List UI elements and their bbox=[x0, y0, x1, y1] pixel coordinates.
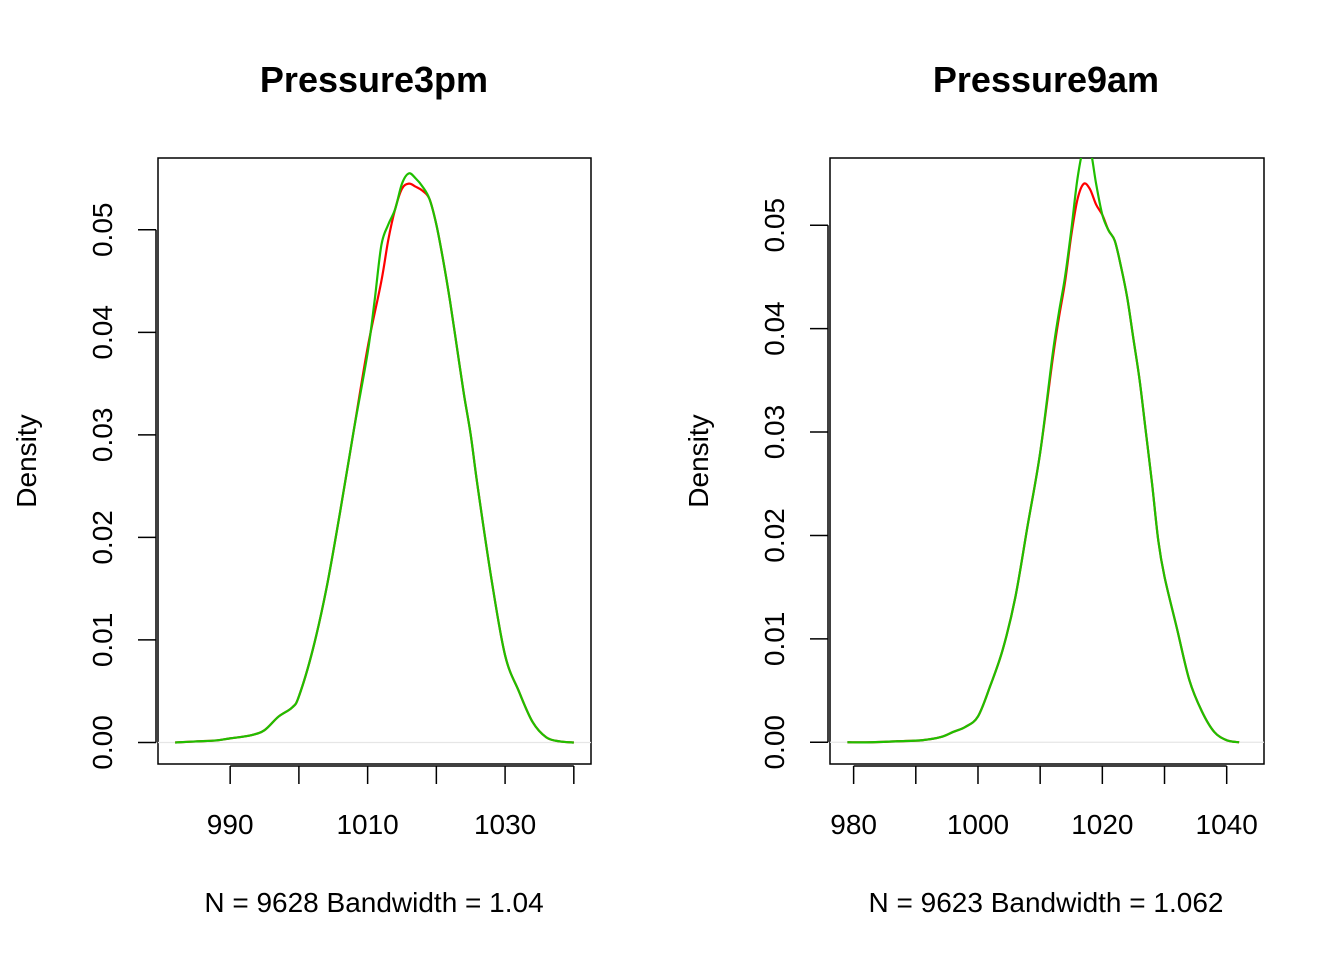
x-tick-label: 1020 bbox=[1071, 809, 1133, 840]
plot-frame bbox=[157, 157, 592, 765]
x-tick-label: 980 bbox=[830, 809, 877, 840]
chart-title: Pressure9am bbox=[933, 59, 1159, 100]
x-tick-label: 1030 bbox=[474, 809, 536, 840]
y-axis-label: Density bbox=[11, 414, 42, 507]
x-tick-label: 1010 bbox=[336, 809, 398, 840]
y-tick-label: 0.05 bbox=[87, 203, 118, 258]
chart-subtitle: N = 9623 Bandwidth = 1.062 bbox=[869, 887, 1224, 918]
y-tick-label: 0.00 bbox=[87, 715, 118, 770]
panel-pressure9am: Pressure9am 980 1000 1020 1040 0.00 0.01 0.02 0.… bbox=[683, 59, 1265, 918]
x-tick-label: 1040 bbox=[1196, 809, 1258, 840]
density-curve-red bbox=[175, 182, 574, 744]
x-tick-label: 1000 bbox=[947, 809, 1009, 840]
y-tick-label: 0.02 bbox=[87, 510, 118, 565]
density-curve-green bbox=[847, 158, 1240, 744]
y-tick-label: 0.03 bbox=[759, 405, 790, 460]
panel-pressure3pm: Pressure3pm 990 1010 1030 0.00 0.01 0.02 0.03 0.… bbox=[11, 59, 592, 918]
x-tick-label: 990 bbox=[207, 809, 254, 840]
y-tick-label: 0.01 bbox=[759, 612, 790, 667]
y-tick-label: 0.04 bbox=[87, 305, 118, 360]
density-curve-green bbox=[175, 172, 574, 744]
chart-subtitle: N = 9628 Bandwidth = 1.04 bbox=[204, 887, 543, 918]
y-tick-label: 0.05 bbox=[759, 198, 790, 253]
y-tick-label: 0.03 bbox=[87, 408, 118, 463]
y-tick-label: 0.02 bbox=[759, 508, 790, 563]
y-tick-label: 0.01 bbox=[87, 613, 118, 668]
y-tick-label: 0.04 bbox=[759, 301, 790, 356]
y-tick-label: 0.00 bbox=[759, 715, 790, 770]
chart-title: Pressure3pm bbox=[260, 59, 488, 100]
y-axis-label: Density bbox=[683, 414, 714, 507]
plot-frame bbox=[829, 157, 1265, 765]
density-curve-red bbox=[847, 182, 1240, 744]
